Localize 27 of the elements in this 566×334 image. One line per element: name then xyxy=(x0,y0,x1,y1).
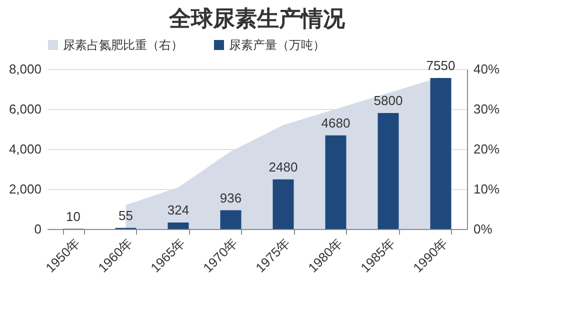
y-tick-label: 0 xyxy=(34,222,42,236)
bar xyxy=(378,113,399,229)
y2-tick-label: 20% xyxy=(474,142,500,156)
y2-tick-label: 0% xyxy=(474,222,493,236)
y-tick-label: 2,000 xyxy=(8,182,42,196)
bar xyxy=(430,78,452,229)
data-label: 55 xyxy=(118,208,133,223)
y2-tick-label: 30% xyxy=(474,102,500,116)
y-tick-label: 8,000 xyxy=(8,62,42,76)
y2-tick-label: 10% xyxy=(474,182,500,196)
data-label: 7550 xyxy=(426,58,456,73)
y-tick-label: 6,000 xyxy=(8,102,42,116)
bar xyxy=(325,135,346,229)
bar xyxy=(272,179,294,229)
data-label: 5800 xyxy=(374,93,403,108)
chart-title: 全球尿素生产情况 xyxy=(168,6,346,31)
data-label: 10 xyxy=(66,208,80,224)
legend-label: 尿素产量（万吨） xyxy=(229,38,325,52)
data-label: 936 xyxy=(220,190,242,206)
y2-tick-label: 40% xyxy=(474,62,500,76)
bar xyxy=(168,222,189,229)
y-tick-label: 4,000 xyxy=(8,142,42,156)
data-label: 4680 xyxy=(321,115,350,130)
legend-label: 尿素占氮肥比重（右） xyxy=(63,38,183,52)
bar xyxy=(220,210,242,229)
data-label: 2480 xyxy=(268,159,298,174)
data-label: 324 xyxy=(167,202,190,218)
